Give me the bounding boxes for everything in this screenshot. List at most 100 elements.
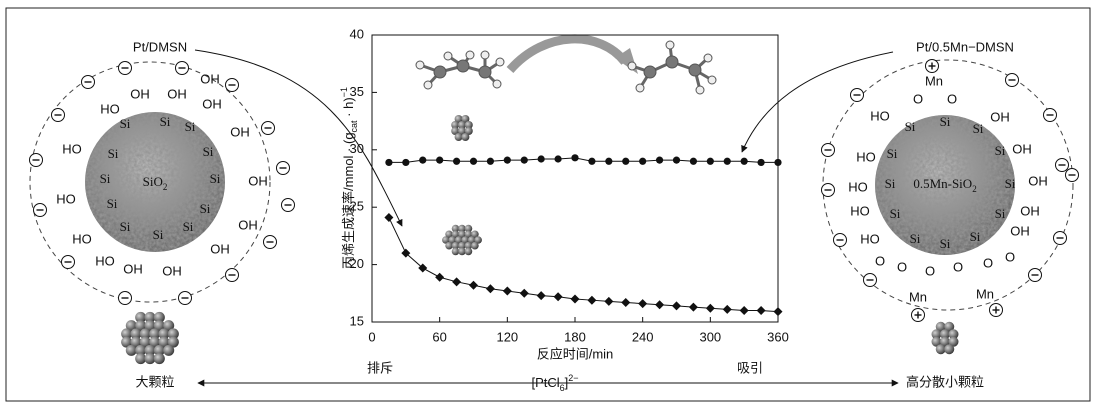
surface-label: O (925, 263, 935, 278)
point (604, 296, 614, 306)
core-label: 0.5Mn-SiO2 (913, 176, 976, 194)
surface-label: O (897, 259, 907, 274)
surface-label: HO (62, 141, 82, 156)
sphere-texture (875, 115, 1015, 255)
atom (627, 61, 637, 71)
text-part: · h) (341, 97, 356, 120)
point (520, 156, 528, 164)
atom (465, 50, 475, 60)
point (622, 157, 630, 165)
surface-label: O (983, 255, 993, 270)
surface-label: HO (56, 191, 76, 206)
atom (451, 127, 460, 135)
text-part: 丙烯生成速率/mmol · (g (341, 132, 356, 269)
surface-label: OH (1028, 173, 1048, 188)
surface-label: Si (120, 219, 131, 234)
atom (167, 328, 179, 340)
atom (144, 344, 156, 356)
surface-label: HO (100, 101, 120, 116)
x-tick-label: 0 (368, 329, 375, 344)
point (384, 213, 394, 223)
point (402, 158, 410, 167)
x-tick-label: 60 (432, 329, 446, 344)
atom (443, 51, 453, 61)
surface-label: OH (1010, 223, 1030, 238)
point (469, 157, 478, 165)
surface-label: Si (203, 144, 214, 159)
point (705, 303, 715, 313)
atom (944, 344, 955, 355)
surface-label: Si (995, 143, 1006, 158)
point (773, 307, 783, 317)
surface-label: OH (990, 109, 1010, 124)
surface-label: Si (940, 236, 951, 251)
atom (135, 320, 147, 332)
surface-label: Si (107, 196, 118, 211)
atom (464, 121, 473, 129)
surface-label: HO (95, 253, 115, 268)
panel-title: Pt/DMSN (133, 39, 187, 54)
y-axis-label: 丙烯生成速率/mmol · (gcat · h)−1 (339, 87, 359, 269)
point (757, 158, 765, 167)
atom (121, 336, 133, 348)
point (452, 277, 462, 287)
atom (464, 241, 473, 250)
point (554, 155, 562, 163)
surface-label: OH (162, 263, 182, 278)
point (537, 155, 545, 163)
text-part: −1 (339, 87, 349, 97)
point (385, 158, 393, 167)
x-tick-label: 180 (564, 329, 586, 344)
point (723, 157, 731, 165)
surface-label: Si (940, 114, 951, 129)
text-part: 2 (163, 182, 168, 192)
core-label: SiO2 (143, 174, 168, 192)
surface-label: Mn (925, 73, 943, 88)
atom (635, 83, 645, 93)
surface-label: Si (970, 229, 981, 244)
atom (458, 127, 466, 135)
point (436, 156, 444, 164)
surface-label: OH (200, 71, 220, 86)
bottom-label: 大颗粒 (135, 374, 174, 389)
point (452, 157, 461, 165)
surface-label: OH (210, 241, 230, 256)
atom (665, 40, 675, 50)
atom (931, 329, 942, 340)
surface-label: OH (230, 124, 250, 139)
point (485, 284, 495, 294)
atom (464, 224, 473, 233)
point (739, 306, 749, 316)
atom (451, 241, 460, 250)
atom (451, 121, 460, 129)
atom (158, 336, 170, 348)
arrow (741, 51, 894, 153)
surface-label: Si (100, 171, 111, 186)
point (588, 157, 596, 165)
bottom-label: 排斥 (367, 360, 393, 375)
atom (480, 50, 490, 60)
surface-label: HO (856, 149, 876, 164)
text-part: SiO (143, 174, 163, 189)
point (605, 157, 613, 165)
surface-label: O (913, 91, 923, 106)
surface-label: Si (160, 114, 171, 129)
surface-label: Si (183, 219, 194, 234)
atom (130, 328, 142, 340)
atom (461, 236, 470, 244)
atom (458, 224, 466, 233)
atom (461, 115, 470, 123)
atom (456, 59, 470, 73)
point (756, 306, 766, 316)
atom (458, 241, 466, 250)
point (519, 288, 529, 298)
atom (153, 344, 165, 356)
x-axis-label: 反应时间/min (537, 346, 614, 361)
x-tick-label: 120 (496, 329, 518, 344)
surface-label: HO (870, 108, 890, 123)
text-part: 0.5Mn-SiO (913, 176, 972, 191)
text-part: [PtCl (531, 375, 559, 390)
point (502, 286, 512, 296)
atom (433, 65, 447, 79)
y-tick-label: 20 (350, 256, 364, 271)
